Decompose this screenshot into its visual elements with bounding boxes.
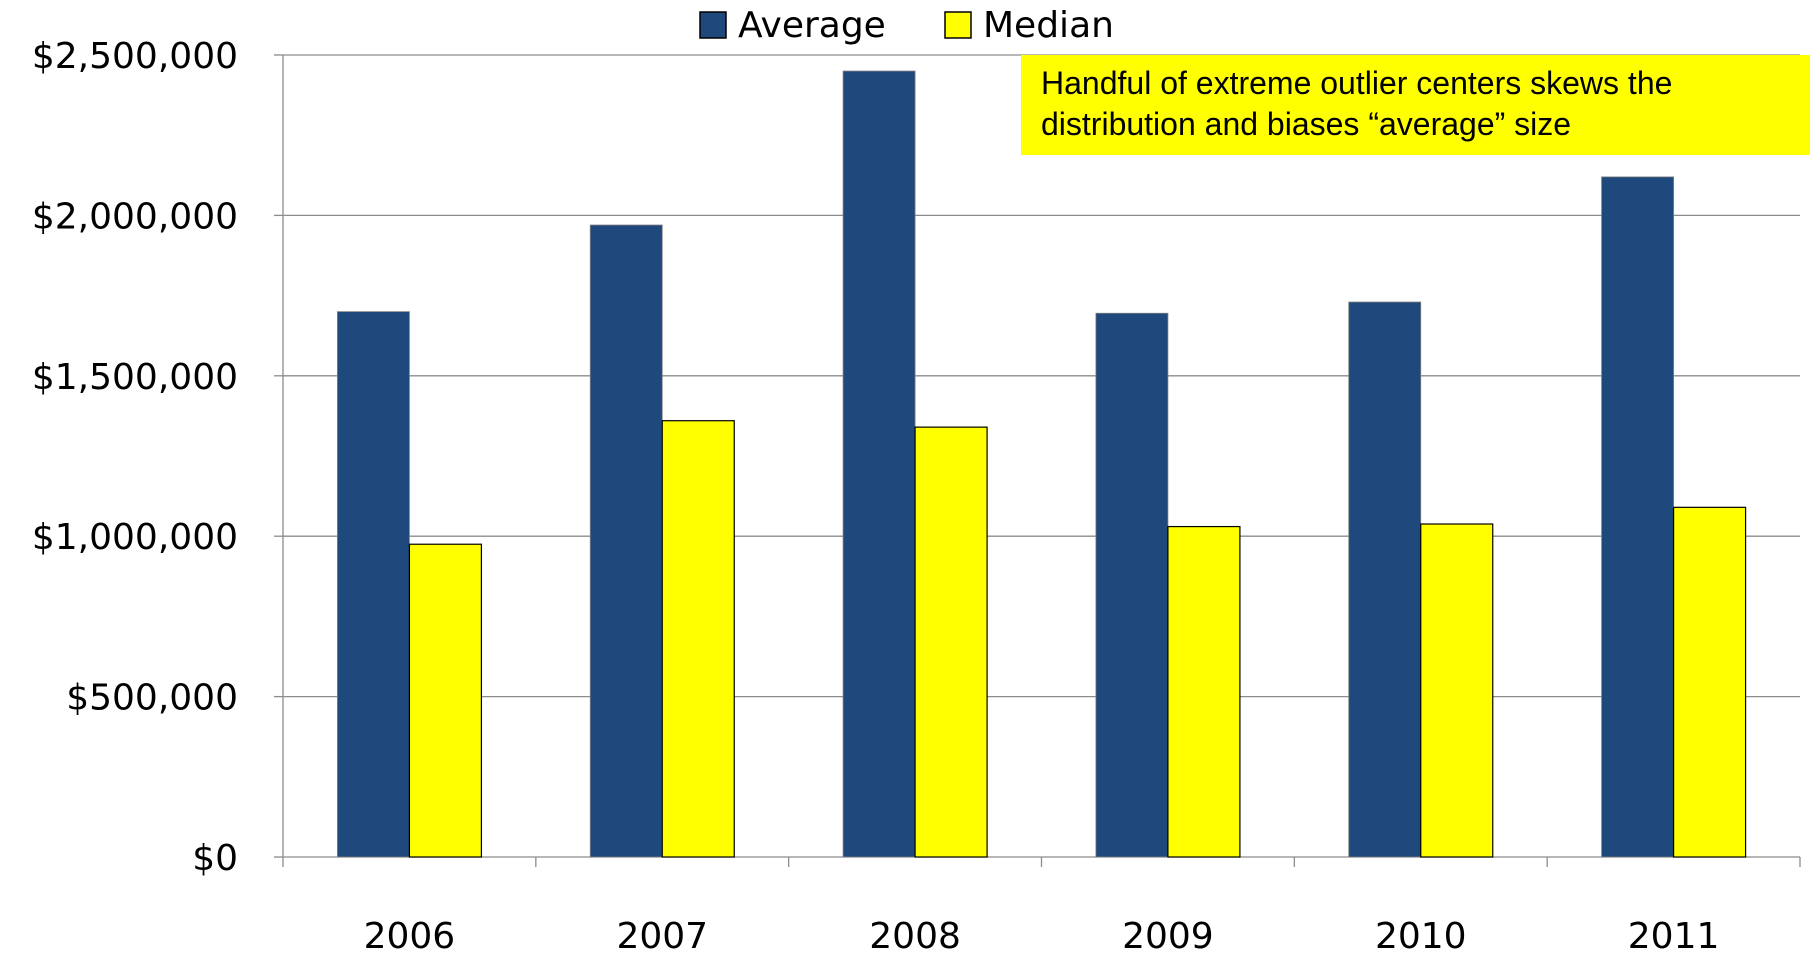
bar-average-2007 [589, 224, 663, 858]
y-tick-label: $500,000 [66, 678, 238, 719]
bar-median-2006 [408, 543, 483, 858]
x-tick-label: 2010 [1375, 916, 1467, 955]
y-axis: $0 $500,000 $1,000,000 $1,500,000 $2,000,000… [32, 36, 284, 879]
legend-label-average: Average [738, 5, 886, 46]
legend-label-median: Median [983, 5, 1114, 46]
annotation-callout: Handful of extreme outlier centers skews… [1021, 55, 1810, 155]
y-tick-label: $1,000,000 [32, 517, 238, 558]
y-tick-label: $1,500,000 [32, 357, 238, 398]
bar-average-2009 [1095, 312, 1169, 858]
bar-median-2010 [1420, 523, 1494, 858]
bar-average-2010 [1348, 301, 1422, 858]
y-tick-label: $2,000,000 [32, 196, 238, 237]
x-tick-label: 2006 [364, 916, 456, 955]
x-axis: 2006 2007 2008 2009 2010 2011 [282, 856, 1801, 955]
legend: Average Median [699, 5, 1114, 46]
legend-swatch-average [699, 11, 727, 39]
x-tick-label: 2009 [1122, 916, 1214, 955]
x-tick-label: 2007 [616, 916, 708, 955]
bar-median-2007 [661, 420, 735, 858]
bar-average-2008 [842, 70, 916, 858]
y-tick-label: $2,500,000 [32, 36, 238, 77]
bar-median-2011 [1672, 506, 1747, 858]
legend-swatch-median [944, 11, 972, 39]
bar-average-2011 [1601, 176, 1674, 858]
bar-median-2009 [1167, 525, 1241, 858]
x-tick-label: 2008 [869, 916, 961, 955]
bars [337, 70, 1747, 858]
bar-median-2008 [914, 426, 988, 858]
y-tick-label: $0 [192, 838, 238, 879]
x-tick-label: 2011 [1628, 916, 1720, 955]
bar-average-2006 [337, 311, 410, 858]
